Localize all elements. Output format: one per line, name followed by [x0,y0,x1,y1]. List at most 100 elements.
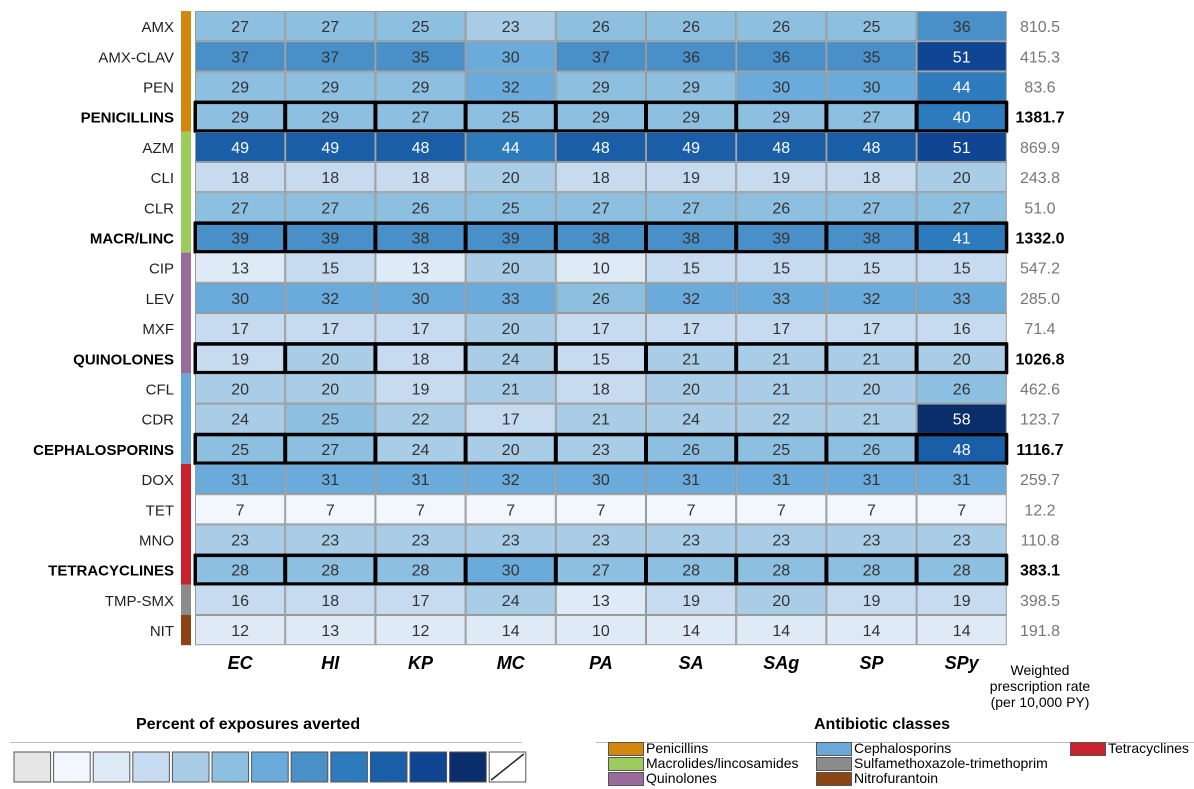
heatmap-cell [465,282,556,313]
row-label: PENICILLINS [81,110,174,127]
cell-value: 44 [953,80,971,97]
cell-value: 26 [682,19,700,36]
heatmap-cell [555,162,646,193]
cell-value: 18 [863,170,881,187]
cell-value: 20 [321,351,339,368]
cell-value: 19 [231,351,249,368]
cell-value: 15 [953,261,971,278]
cell-value: 26 [592,291,610,308]
cell-value: 38 [592,231,610,248]
cell-value: 30 [863,80,881,97]
cell-value: 27 [682,200,700,217]
scale-swatch [449,751,487,783]
cell-value: 27 [592,563,610,580]
cell-value: 27 [231,19,249,36]
cell-value: 30 [502,49,520,66]
heatmap-cell [826,373,917,404]
heatmap-cell [915,100,1008,133]
heatmap-cell [555,71,646,102]
heatmap-cell [646,162,737,193]
heatmap-cell [736,403,827,434]
heatmap-cell [195,71,286,102]
cell-value: 17 [592,321,610,338]
cell-value: 16 [231,593,249,610]
cell-value: 39 [502,231,520,248]
cell-value: 39 [772,231,790,248]
cell-value: 15 [682,261,700,278]
heatmap-cell [554,221,647,254]
class-swatch-penicillins [608,742,644,756]
cell-value: 29 [321,80,339,97]
cell-value: 30 [231,291,249,308]
prescription-rate: 12.2 [1024,502,1055,519]
cell-value: 19 [682,170,700,187]
cell-value: 19 [953,593,971,610]
cell-value: 26 [772,200,790,217]
heatmap-cell [375,403,466,434]
cell-value: 21 [682,351,700,368]
rate-column-title: Weighted [1011,662,1070,678]
heatmap-cell [555,131,646,163]
missing-slash [490,753,525,781]
heatmap-cell [285,615,376,646]
heatmap-cell [375,11,466,42]
cell-value: 26 [772,19,790,36]
cell-value: 23 [592,533,610,550]
heatmap-cell [465,494,556,525]
heatmap-cell [195,162,286,193]
heatmap-cell [736,162,827,193]
heatmap-cell [375,615,466,646]
column-label: KP [408,653,434,673]
heatmap-cell [555,494,646,525]
prescription-rate: 285.0 [1020,291,1060,308]
class-bar-tmpsmx [181,584,191,615]
cell-value: 20 [772,593,790,610]
cell-value: 31 [953,472,971,489]
cell-value: 20 [502,442,520,459]
heatmap-cell [916,524,1007,555]
heatmap-cell [736,252,827,283]
class-bar-cephalosporins [181,373,191,464]
class-bar-nitrofurantoin [181,615,191,646]
cell-value: 18 [592,382,610,399]
heatmap-cell [555,282,646,313]
heatmap-cell [916,71,1007,102]
cell-value: 23 [502,19,520,36]
cell-value: 24 [502,593,520,610]
prescription-rate: 398.5 [1020,593,1060,610]
row-label: TET [146,502,174,519]
heatmap-cell [646,252,737,283]
cell-value: 25 [231,442,249,459]
heatmap-cell [916,464,1007,495]
cell-value: 29 [682,80,700,97]
heatmap-cell [465,584,556,615]
heatmap-cell [736,192,827,223]
cell-value: 27 [321,19,339,36]
heatmap-cell [826,494,917,525]
cell-value: 25 [321,412,339,429]
cell-value: 24 [502,351,520,368]
cell-value: 48 [772,140,790,157]
heatmap-cell [195,494,286,525]
prescription-rate: 1116.7 [1016,442,1063,459]
heatmap-cell [464,342,557,375]
cell-value: 28 [772,563,790,580]
cell-value: 17 [321,321,339,338]
summary-row-frame [193,101,1009,133]
heatmap-cell [646,41,737,72]
cell-value: 27 [412,110,430,127]
heatmap-cell [555,403,646,434]
scale-swatch [290,751,329,783]
heatmap-cell [465,131,556,163]
class-legend-label: Nitrofurantoin [854,770,939,786]
cell-value: 21 [502,382,520,399]
scale-swatch [369,751,408,783]
heatmap-cell [375,524,466,555]
heatmap-cell [195,192,286,223]
cell-value: 32 [502,80,520,97]
cell-value: 7 [506,502,515,519]
prescription-rate: 869.9 [1020,140,1060,157]
row-label: NIT [150,623,174,640]
heatmap-cell [555,524,646,555]
heatmap-cell [195,252,286,283]
